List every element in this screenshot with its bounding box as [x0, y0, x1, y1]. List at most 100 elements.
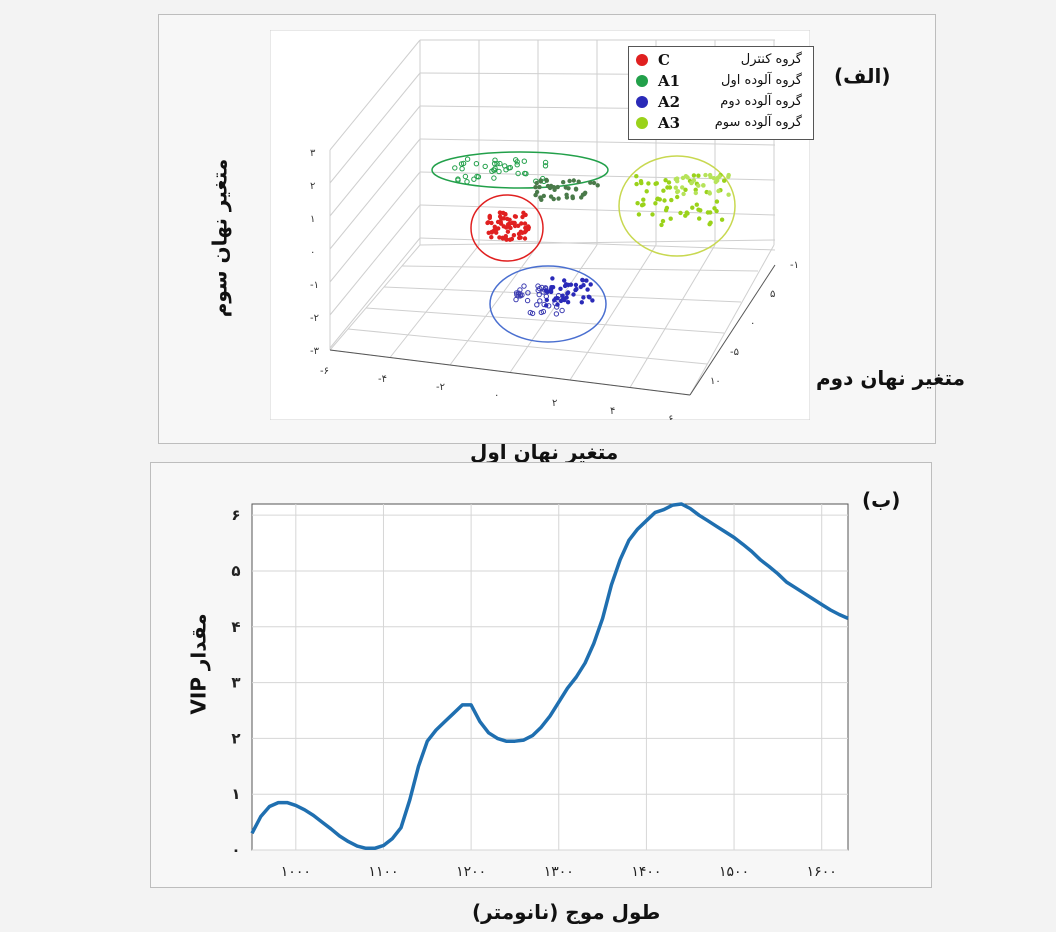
- legend-label: گروه آلوده دوم: [720, 94, 802, 109]
- point-a2: [580, 278, 585, 283]
- point-a2: [524, 297, 531, 304]
- cluster-c-ellipse: [470, 194, 544, 262]
- point-a3: [722, 178, 727, 183]
- point-a1: [521, 158, 528, 164]
- legend-code: A1: [658, 72, 681, 90]
- point-c: [489, 220, 494, 226]
- point-a1: [595, 183, 600, 188]
- legend-label: گروه آلوده سوم: [714, 115, 802, 130]
- point-c: [489, 229, 494, 235]
- panel-a-label: (الف): [834, 64, 891, 88]
- point-a3: [674, 176, 680, 181]
- point-a3: [707, 190, 712, 195]
- point-a1: [571, 178, 576, 183]
- point-a2: [568, 282, 574, 287]
- point-a2: [560, 293, 565, 298]
- y-tick-label: ۳: [231, 674, 240, 692]
- z-tick-label: -۲: [310, 313, 319, 324]
- panel-b-label: (ب): [862, 488, 901, 512]
- y-tick-label: ۰: [231, 841, 240, 859]
- point-a2: [525, 290, 531, 296]
- point-a3: [650, 212, 655, 217]
- point-a2: [513, 290, 520, 296]
- point-c: [507, 224, 512, 229]
- point-a3: [675, 194, 680, 200]
- x-tick-label: ۴: [610, 406, 615, 417]
- point-a2: [513, 296, 519, 303]
- point-c: [511, 233, 517, 238]
- x-tick-label: ۱۴۰۰: [631, 864, 661, 880]
- cluster-a1-ellipse: [431, 151, 609, 189]
- point-a3: [680, 185, 685, 190]
- point-a2: [562, 297, 567, 303]
- point-a3: [683, 187, 688, 192]
- x-tick-label: ۱۰۰۰: [281, 864, 311, 880]
- point-a3: [663, 178, 668, 183]
- y-axis-label-a: متغیر نهان دوم: [816, 366, 966, 390]
- point-a3: [701, 183, 706, 188]
- point-c: [509, 236, 515, 242]
- point-a3: [634, 174, 639, 179]
- x-axis-label-b: طول موج (نانومتر): [472, 900, 661, 924]
- point-a1: [471, 176, 477, 182]
- x-tick-label: ۱۶۰۰: [807, 864, 837, 880]
- point-a1: [579, 195, 584, 200]
- x-axis-label-a: متغیر نهان اول: [470, 440, 619, 464]
- point-c: [497, 214, 503, 219]
- point-a2: [553, 311, 560, 317]
- legend-marker-icon: [636, 54, 648, 66]
- x-tick-label: -۲: [436, 382, 445, 393]
- point-a1: [548, 194, 554, 199]
- z-tick-label: ۲: [310, 181, 315, 192]
- point-c: [507, 217, 512, 222]
- point-a3: [726, 174, 731, 179]
- point-a3: [666, 180, 672, 185]
- point-a2: [536, 291, 542, 298]
- point-a3: [713, 179, 718, 185]
- legend-marker-icon: [636, 96, 648, 108]
- z-tick-label: -۱: [310, 280, 319, 291]
- point-a2: [562, 283, 568, 289]
- point-a2: [555, 296, 560, 301]
- point-a1: [452, 165, 458, 171]
- point-a3: [711, 176, 717, 181]
- point-c: [498, 219, 503, 224]
- point-a3: [654, 181, 659, 186]
- z-axis-label: متغیر نهان سوم: [207, 158, 232, 318]
- point-c: [520, 230, 525, 235]
- point-a1: [541, 193, 546, 199]
- point-a1: [474, 173, 480, 180]
- x-tick-label: ۱۱۰۰: [368, 864, 398, 880]
- vip-series-line: [250, 502, 849, 851]
- point-c: [522, 236, 528, 241]
- point-a1: [514, 159, 520, 165]
- point-a1: [538, 179, 543, 184]
- y-tick-label: ۴: [231, 618, 240, 636]
- point-a2: [585, 287, 590, 292]
- point-a3: [690, 205, 695, 210]
- point-c: [504, 237, 509, 242]
- point-a2: [550, 276, 555, 281]
- point-c: [497, 235, 502, 240]
- point-a1: [534, 189, 540, 195]
- point-a3: [707, 172, 713, 178]
- point-a3: [662, 198, 667, 203]
- legend: [628, 46, 814, 140]
- point-a3: [668, 216, 673, 221]
- point-a3: [655, 196, 660, 202]
- point-a3: [693, 187, 698, 192]
- y-tick-label: ۵: [231, 562, 240, 580]
- point-c: [513, 214, 518, 219]
- point-c: [487, 213, 492, 219]
- point-c: [485, 220, 490, 226]
- point-a2: [571, 292, 576, 297]
- point-c: [489, 235, 494, 240]
- point-a1: [473, 161, 480, 167]
- point-a3: [644, 189, 649, 194]
- point-c: [517, 235, 522, 241]
- x-tick-label: ۱۲۰۰: [456, 864, 486, 880]
- point-a3: [685, 175, 690, 180]
- point-c: [522, 221, 528, 226]
- cluster-a3-ellipse: [618, 155, 736, 257]
- point-a3: [660, 218, 666, 224]
